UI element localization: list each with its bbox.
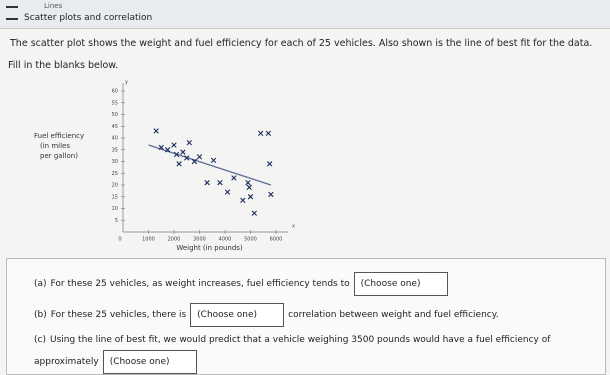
- instruction: Fill in the blanks below.: [8, 60, 119, 71]
- point: [153, 128, 159, 134]
- question-text: correlation between weight and fuel effi…: [288, 310, 499, 320]
- chart: y x 0 5 10 15 20 25 30 35 40 45 50 55 60 1000 2000 3000 40…: [34, 80, 295, 253]
- y-axis-label: Fuel efficiency: [34, 132, 84, 140]
- question-label: (a): [34, 279, 47, 289]
- x-axis-letter: x: [292, 224, 295, 230]
- point: [191, 158, 198, 165]
- question: (a) For these 25 vehicles, as weight incr…: [34, 272, 574, 296]
- question-text: For these 25 vehicles, as weight increas…: [50, 279, 350, 289]
- y-tick-label: 35: [112, 147, 118, 153]
- y-tick-label: 25: [112, 171, 118, 177]
- question-label: (c): [34, 335, 46, 345]
- question-text: Using the line of best fit, we would pre…: [34, 335, 551, 367]
- x-tick-label: 5000: [244, 237, 257, 243]
- point: [258, 130, 264, 136]
- header: Lines Scatter plots and correlation: [0, 0, 610, 29]
- question-label: (b): [34, 310, 47, 320]
- question-text: For these 25 vehicles, there is: [50, 310, 187, 320]
- y-tick-label: 30: [112, 159, 118, 165]
- y-axis-label: per gallon): [40, 152, 78, 160]
- x-tick-label: 1000: [142, 237, 155, 243]
- intro: The scatter plot shows the weight and fu…: [10, 38, 593, 49]
- point: [246, 184, 252, 191]
- point: [210, 157, 217, 164]
- point: [184, 155, 190, 161]
- y-tick-label: 40: [112, 136, 118, 142]
- point: [158, 144, 164, 151]
- menu-icon[interactable]: [6, 6, 18, 20]
- point: [164, 147, 171, 153]
- topic: Lines: [44, 2, 63, 10]
- y-tick-label: 20: [112, 183, 118, 189]
- y-axis-letter: y: [125, 80, 128, 86]
- x-tick-label: 2000: [168, 237, 181, 243]
- dropdown[interactable]: (Choose one): [353, 272, 448, 296]
- point: [268, 191, 274, 198]
- y-tick-label: 45: [112, 124, 118, 130]
- point: [266, 161, 273, 167]
- x-tick-label: 3000: [193, 237, 206, 243]
- y-tick-label: 50: [112, 112, 118, 118]
- point: [180, 149, 186, 155]
- point: [240, 197, 246, 203]
- dropdown[interactable]: (Choose one): [190, 303, 285, 327]
- y-tick-label: 10: [112, 206, 118, 212]
- y-tick-label: 55: [112, 100, 118, 106]
- point: [196, 154, 203, 160]
- point: [186, 140, 192, 146]
- question: (b) For these 25 vehicles, there is (Choos…: [34, 303, 574, 327]
- y-tick-label: 60: [112, 89, 118, 95]
- x-tick-label: 4000: [219, 237, 232, 243]
- point: [247, 194, 254, 200]
- x-tick-label: 6000: [270, 237, 283, 243]
- y-tick-label: 5: [115, 218, 118, 224]
- question: (c) Using the line of best fit, we would …: [34, 330, 574, 374]
- point: [231, 175, 237, 181]
- origin-label: 0: [118, 237, 121, 243]
- point: [265, 130, 272, 136]
- point: [173, 151, 180, 158]
- y-axis-label: (in miles: [40, 142, 70, 150]
- y-tick-label: 15: [112, 194, 118, 200]
- point: [176, 161, 182, 167]
- title: Scatter plots and correlation: [24, 13, 153, 23]
- point: [204, 179, 210, 186]
- point: [224, 189, 231, 195]
- point: [245, 179, 251, 186]
- point: [171, 142, 177, 148]
- point: [217, 179, 223, 186]
- x-axis-label: Weight (in pounds): [176, 244, 243, 252]
- dropdown[interactable]: (Choose one): [102, 350, 197, 374]
- point: [251, 210, 258, 216]
